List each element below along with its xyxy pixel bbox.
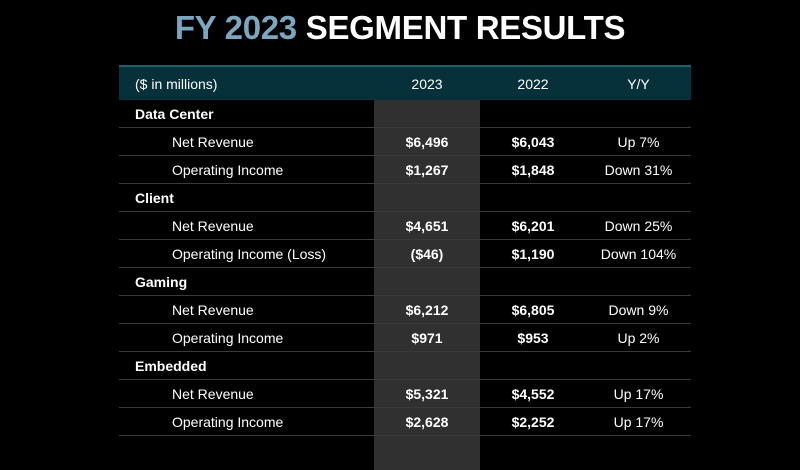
metric-label: Net Revenue — [172, 133, 254, 150]
value-yy: Down 25% — [604, 217, 673, 234]
header-yy: Y/Y — [627, 75, 650, 92]
value-2022: $1,190 — [511, 245, 555, 262]
table-row: Net Revenue $6,212 $6,805 Down 9% — [119, 296, 691, 324]
value-yy: Up 17% — [613, 413, 664, 430]
metric-label: Operating Income (Loss) — [172, 245, 327, 262]
value-yy: Up 2% — [617, 329, 660, 346]
slide-title: FY 2023 SEGMENT RESULTS — [0, 8, 800, 48]
table-row: Operating Income $971 $953 Up 2% — [119, 324, 691, 352]
value-2023: $5,321 — [405, 385, 449, 402]
table-row: Operating Income (Loss) ($46) $1,190 Dow… — [119, 240, 691, 268]
segment-name: Data Center — [135, 105, 214, 122]
table-row: Net Revenue $5,321 $4,552 Up 17% — [119, 380, 691, 408]
header-2022: 2022 — [517, 75, 549, 92]
value-yy: Down 9% — [608, 301, 669, 318]
value-yy: Down 31% — [604, 161, 673, 178]
table-row: Operating Income $2,628 $2,252 Up 17% — [119, 408, 691, 436]
value-2023: $6,212 — [405, 301, 449, 318]
table-row: Net Revenue $4,651 $6,201 Down 25% — [119, 212, 691, 240]
segment-results-table: ($ in millions) 2023 2022 Y/Y Data Cente… — [119, 65, 691, 470]
value-yy: Up 7% — [617, 133, 660, 150]
segment-name: Embedded — [135, 357, 207, 374]
header-label: ($ in millions) — [135, 75, 218, 92]
value-2023: ($46) — [410, 245, 444, 262]
title-rest: SEGMENT RESULTS — [305, 9, 626, 46]
value-2022: $953 — [517, 329, 549, 346]
metric-label: Net Revenue — [172, 385, 254, 402]
value-yy: Up 17% — [613, 385, 664, 402]
table-body: Data Center Net Revenue $6,496 $6,043 Up… — [119, 100, 691, 436]
segment-row-client: Client — [119, 184, 691, 212]
metric-label: Net Revenue — [172, 301, 254, 318]
value-2022: $6,805 — [511, 301, 555, 318]
value-yy: Down 104% — [600, 245, 677, 262]
segment-row-embedded: Embedded — [119, 352, 691, 380]
value-2023: $6,496 — [405, 133, 449, 150]
value-2022: $1,848 — [511, 161, 555, 178]
highlight-column-2023 — [374, 100, 480, 470]
metric-label: Net Revenue — [172, 217, 254, 234]
value-2023: $1,267 — [405, 161, 449, 178]
value-2022: $2,252 — [511, 413, 555, 430]
metric-label: Operating Income — [172, 413, 284, 430]
table-row: Operating Income $1,267 $1,848 Down 31% — [119, 156, 691, 184]
metric-label: Operating Income — [172, 161, 284, 178]
value-2022: $4,552 — [511, 385, 555, 402]
value-2023: $971 — [411, 329, 443, 346]
segment-row-data-center: Data Center — [119, 100, 691, 128]
table-header: ($ in millions) 2023 2022 Y/Y — [119, 65, 691, 100]
segment-name: Client — [135, 189, 174, 206]
title-accent: FY 2023 — [174, 9, 297, 46]
header-2023: 2023 — [411, 75, 443, 92]
table-row: Net Revenue $6,496 $6,043 Up 7% — [119, 128, 691, 156]
segment-row-gaming: Gaming — [119, 268, 691, 296]
segment-name: Gaming — [135, 273, 188, 290]
value-2022: $6,201 — [511, 217, 555, 234]
metric-label: Operating Income — [172, 329, 284, 346]
value-2023: $4,651 — [405, 217, 449, 234]
value-2023: $2,628 — [405, 413, 449, 430]
value-2022: $6,043 — [511, 133, 555, 150]
